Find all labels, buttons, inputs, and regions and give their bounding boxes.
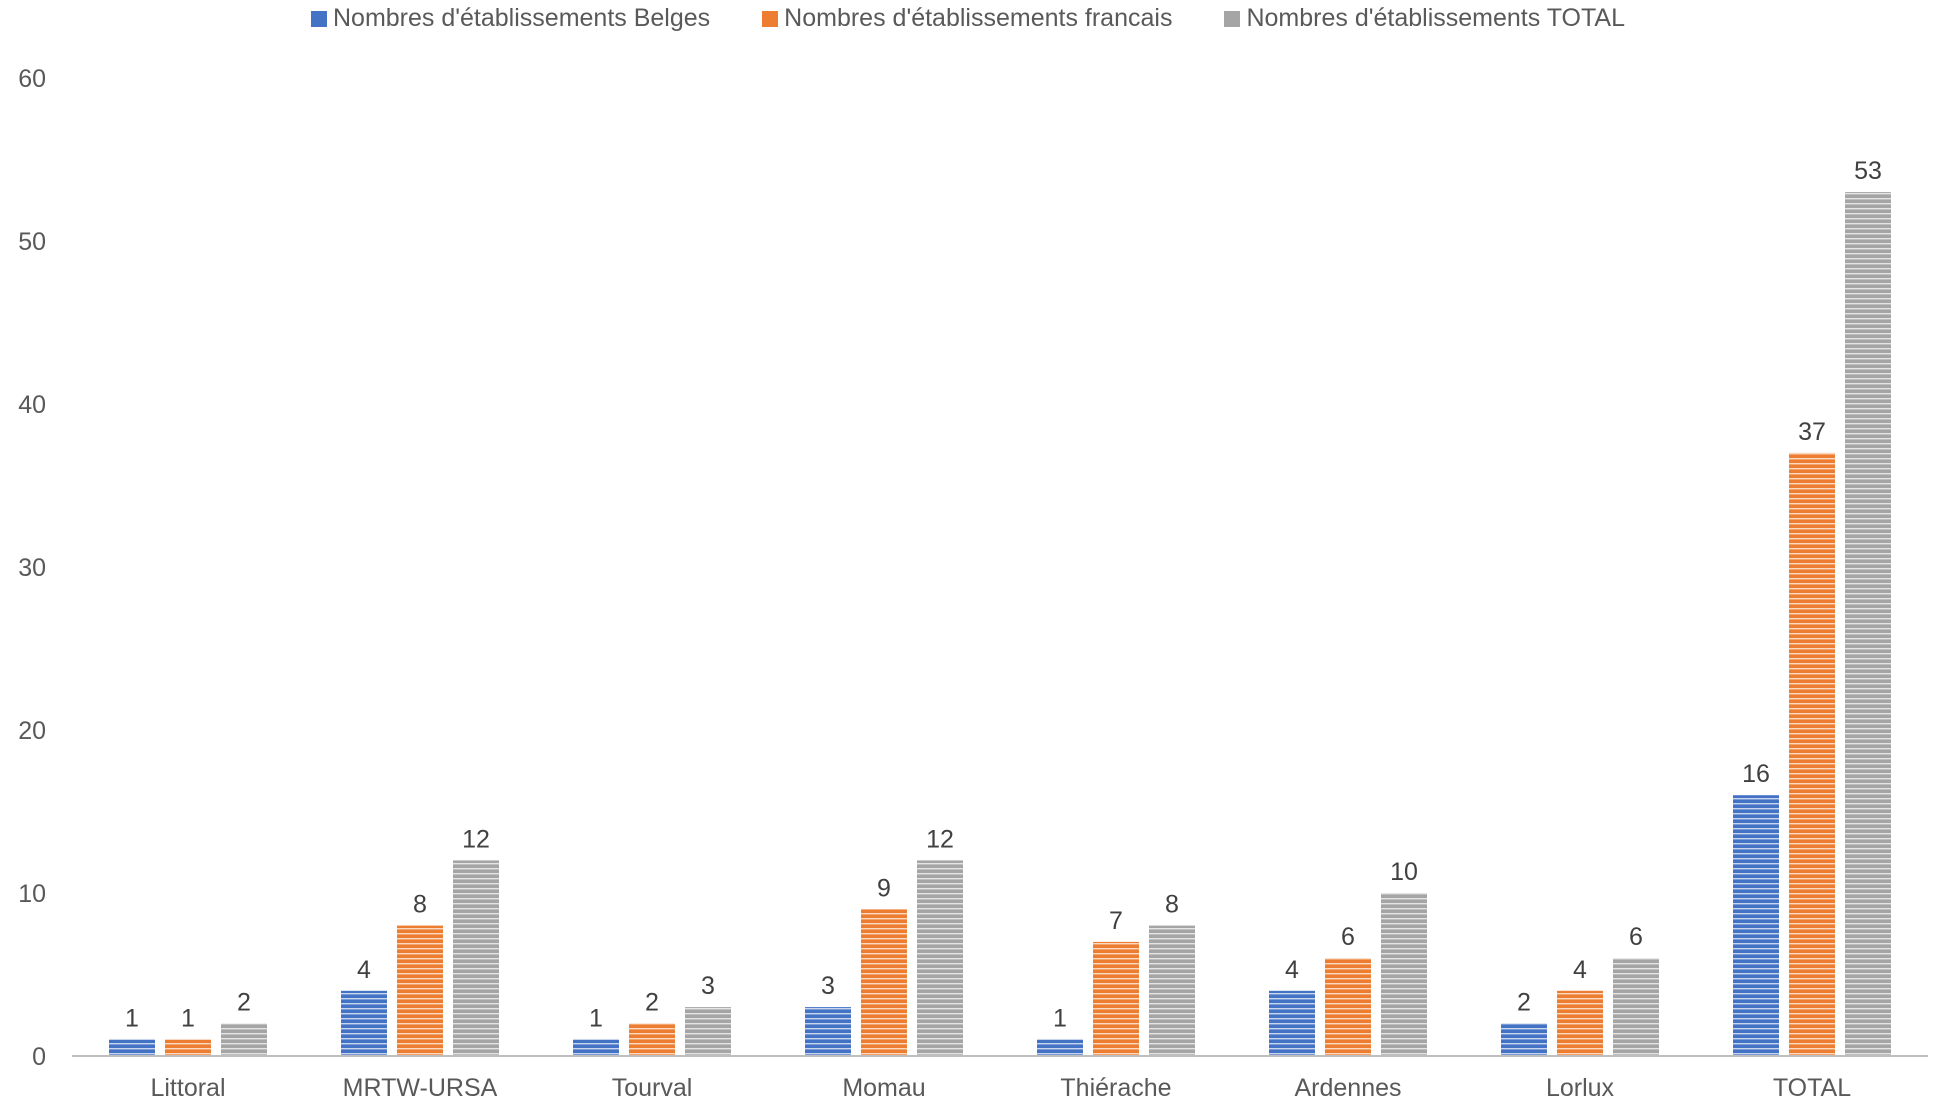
bar[interactable] (341, 990, 387, 1056)
bar[interactable] (685, 1007, 731, 1056)
data-label: 8 (413, 891, 427, 919)
data-label: 37 (1798, 418, 1826, 446)
bar[interactable] (453, 860, 499, 1056)
x-tick-label: MRTW-URSA (343, 1074, 498, 1102)
bar[interactable] (221, 1023, 267, 1056)
data-label: 10 (1390, 858, 1418, 886)
legend-label-total: Nombres d'établissements TOTAL (1246, 4, 1625, 32)
y-tick-label: 60 (18, 65, 46, 93)
bar[interactable] (1149, 925, 1195, 1056)
data-label: 2 (1517, 988, 1531, 1016)
data-label: 12 (462, 825, 490, 853)
data-label: 9 (877, 874, 891, 902)
bar[interactable] (1557, 990, 1603, 1056)
bar[interactable] (165, 1039, 211, 1056)
legend-swatch-francais (762, 10, 779, 27)
y-tick-label: 20 (18, 717, 46, 745)
legend-swatch-belges (310, 10, 327, 27)
bar[interactable] (1325, 958, 1371, 1056)
x-tick-label: Ardennes (1294, 1074, 1401, 1102)
y-tick-label: 0 (32, 1043, 46, 1071)
x-tick-label: Momau (842, 1074, 925, 1102)
data-label: 53 (1854, 157, 1882, 185)
data-label: 1 (181, 1005, 195, 1033)
bar[interactable] (397, 925, 443, 1056)
data-label: 8 (1165, 891, 1179, 919)
bar[interactable] (1789, 452, 1835, 1056)
y-tick-label: 10 (18, 880, 46, 908)
bar[interactable] (1093, 941, 1139, 1056)
y-tick-label: 50 (18, 228, 46, 256)
x-tick-label: TOTAL (1773, 1074, 1851, 1102)
data-label: 1 (1053, 1005, 1067, 1033)
data-label: 2 (645, 988, 659, 1016)
legend-item-belges[interactable]: Nombres d'établissements Belges (310, 4, 711, 33)
bar[interactable] (1845, 192, 1891, 1057)
bar[interactable] (917, 860, 963, 1056)
bar[interactable] (1613, 958, 1659, 1056)
y-tick-label: 40 (18, 391, 46, 419)
legend-item-francais[interactable]: Nombres d'établissements francais (762, 4, 1172, 33)
data-label: 4 (357, 956, 371, 984)
data-label: 2 (237, 988, 251, 1016)
legend-label-francais: Nombres d'établissements francais (784, 4, 1173, 32)
data-label: 3 (701, 972, 715, 1000)
x-tick-label: Thiérache (1060, 1074, 1171, 1102)
x-tick-label: Lorlux (1546, 1074, 1615, 1102)
data-label: 12 (926, 825, 954, 853)
legend-swatch-total (1224, 10, 1241, 27)
x-tick-label: Littoral (150, 1074, 225, 1102)
bar[interactable] (629, 1023, 675, 1056)
data-label: 6 (1341, 923, 1355, 951)
bar[interactable] (805, 1007, 851, 1056)
data-label: 1 (125, 1005, 139, 1033)
data-label: 3 (821, 972, 835, 1000)
bar[interactable] (1269, 990, 1315, 1056)
legend-item-total[interactable]: Nombres d'établissements TOTAL (1224, 4, 1625, 33)
chart-legend: Nombres d'établissements Belges Nombres … (0, 4, 1936, 33)
bar[interactable] (1733, 795, 1779, 1056)
bar[interactable] (1381, 893, 1427, 1056)
data-label: 16 (1742, 760, 1770, 788)
y-tick-label: 30 (18, 554, 46, 582)
bar[interactable] (573, 1039, 619, 1056)
bar[interactable] (1501, 1023, 1547, 1056)
data-label: 4 (1285, 956, 1299, 984)
bar[interactable] (861, 909, 907, 1056)
bar[interactable] (109, 1039, 155, 1056)
legend-label-belges: Nombres d'établissements Belges (332, 4, 711, 32)
data-label: 7 (1109, 907, 1123, 935)
data-label: 1 (589, 1005, 603, 1033)
bar[interactable] (1037, 1039, 1083, 1056)
data-label: 4 (1573, 956, 1587, 984)
data-label: 6 (1629, 923, 1643, 951)
x-tick-label: Tourval (612, 1074, 693, 1102)
